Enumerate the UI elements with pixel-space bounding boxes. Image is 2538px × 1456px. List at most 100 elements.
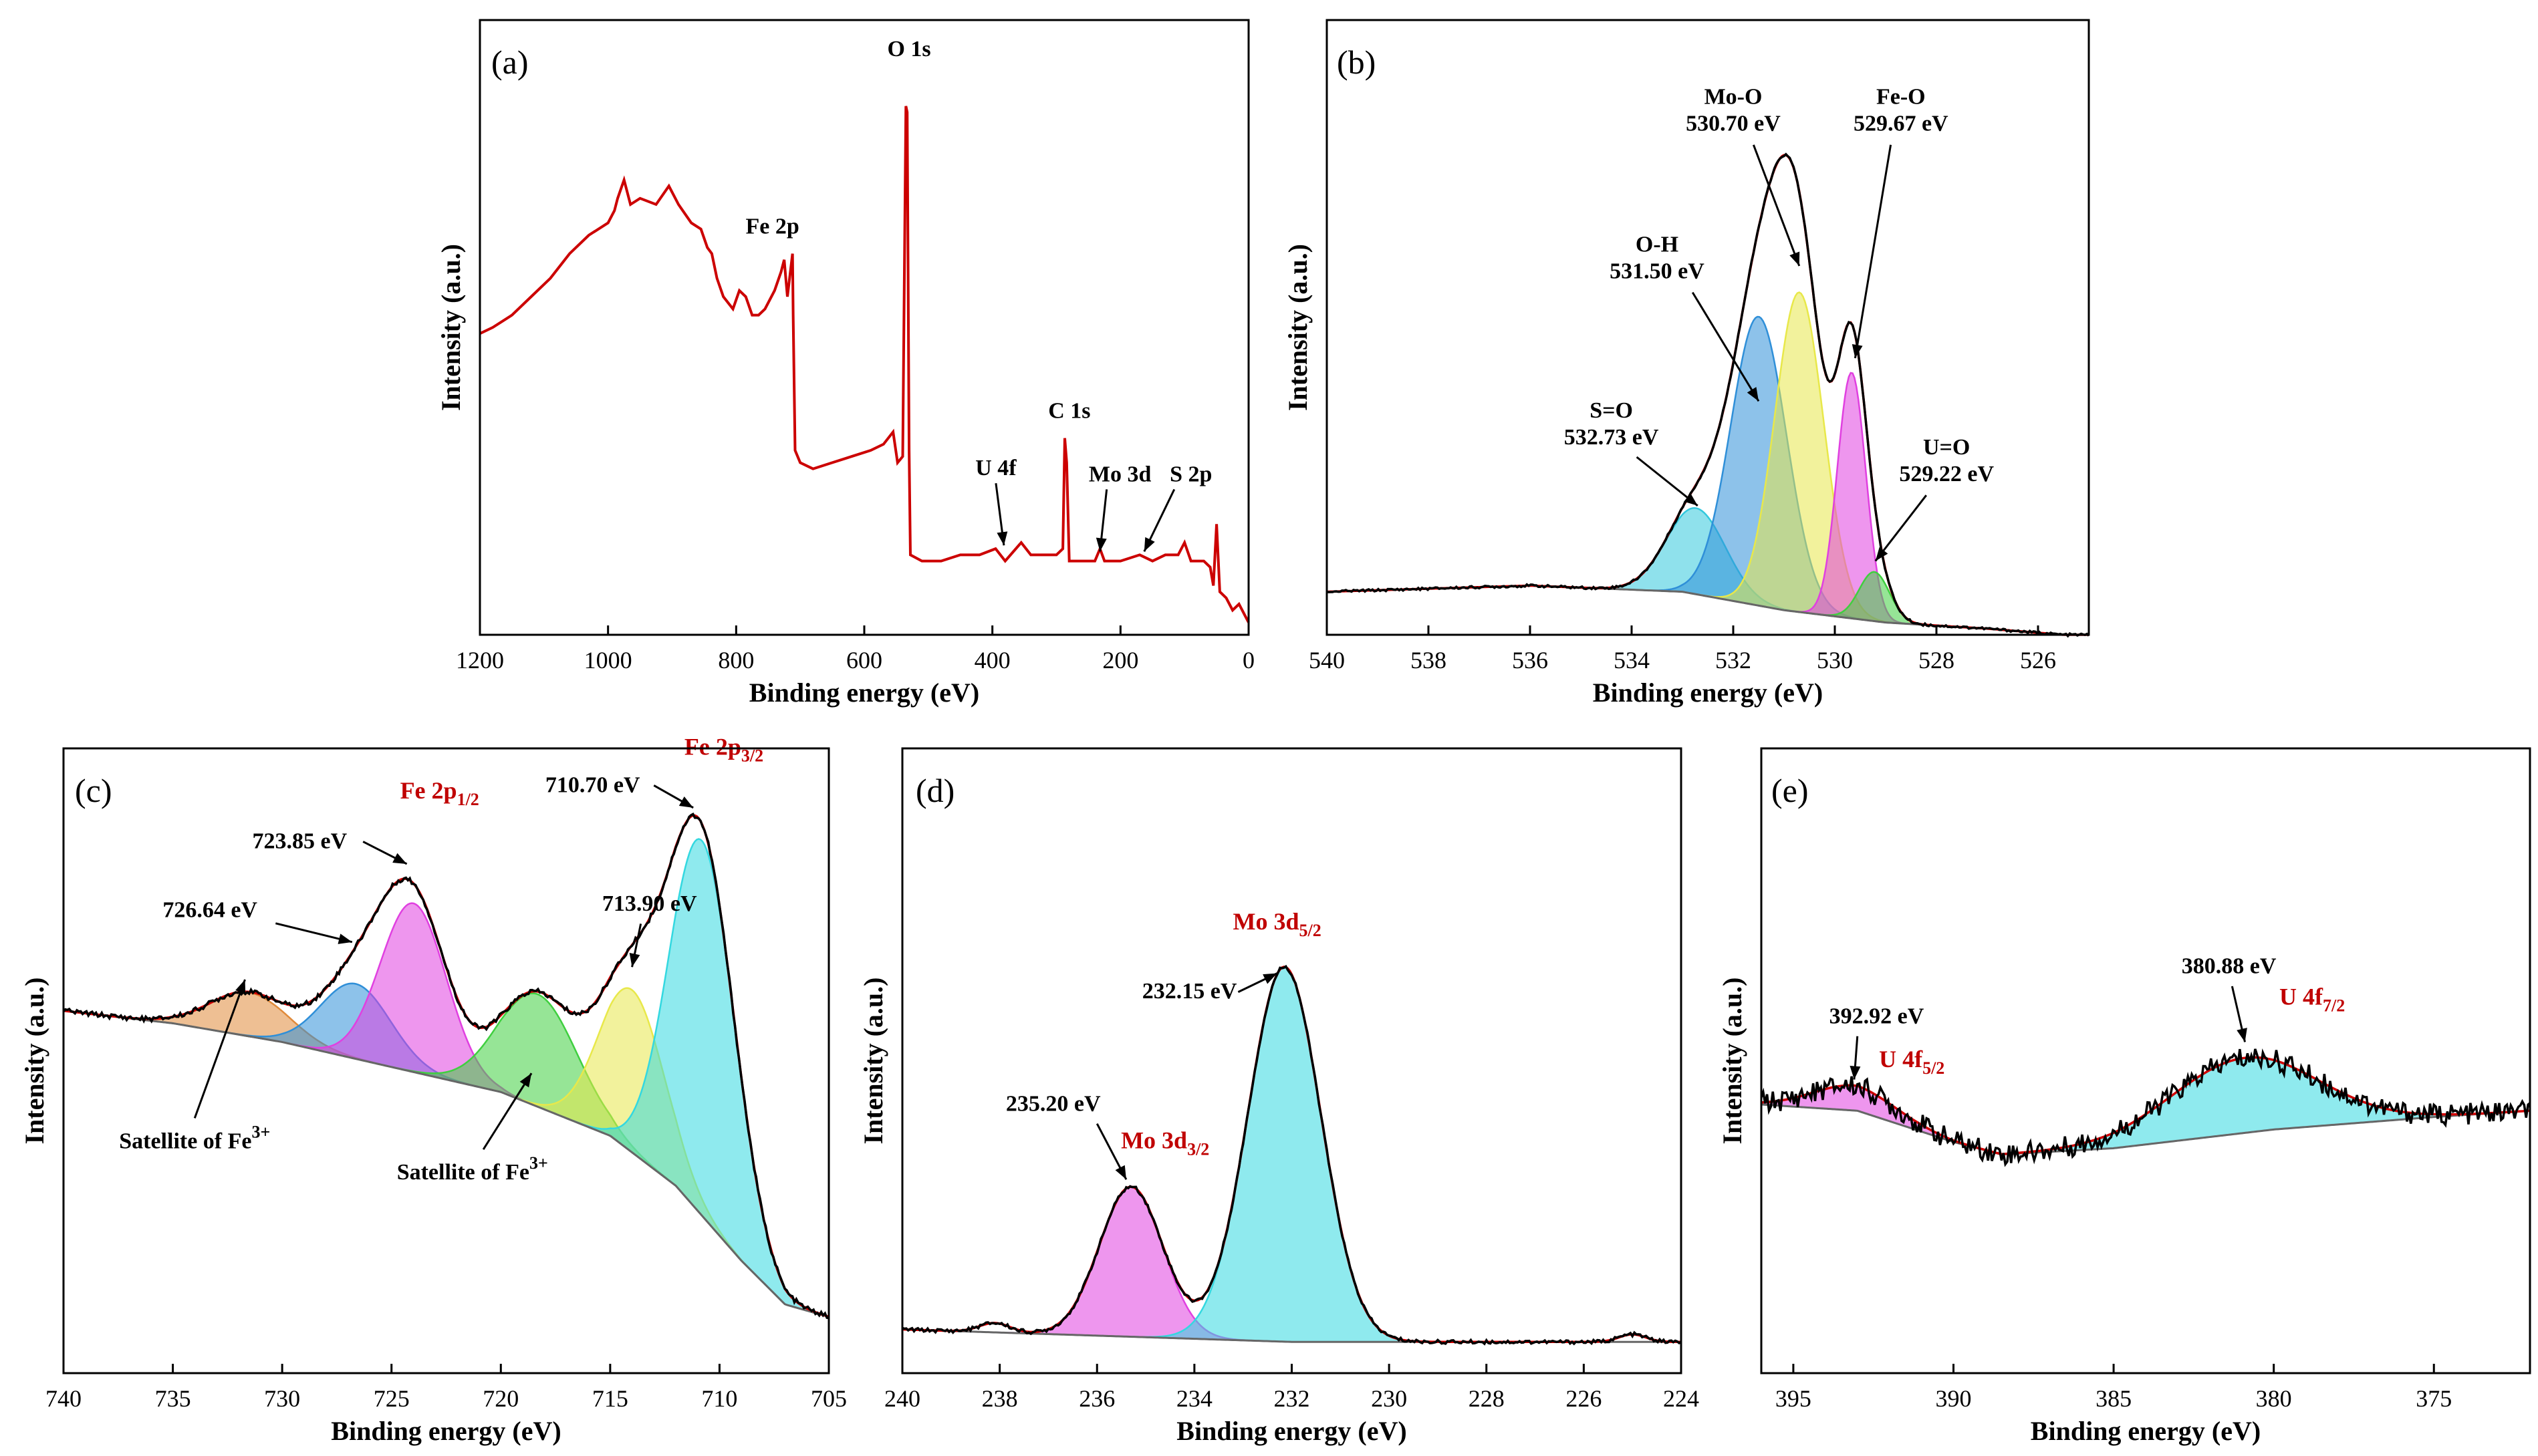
arrow-mo-3d bbox=[1096, 489, 1108, 552]
raw-spectrum-e bbox=[1760, 1048, 2531, 1167]
arrow-o-h bbox=[1691, 291, 1760, 402]
x-tick-label-d-5: 230 bbox=[1371, 1385, 1407, 1412]
panel-a: O 1s Fe 2p C 1s U 4f Mo 3d S 2p 1200 1000 800 600… bbox=[436, 19, 1255, 708]
plot-frame-c bbox=[62, 747, 830, 1374]
x-tick-label-b-6: 528 bbox=[1918, 647, 1954, 674]
arrow-mo-o bbox=[1752, 144, 1801, 267]
x-tick-label-d-7: 226 bbox=[1565, 1385, 1602, 1412]
value-232-15: 232.15 eV bbox=[1142, 979, 1237, 1004]
label-u-4f-7-2: U 4f7/2 bbox=[2279, 983, 2345, 1015]
y-axis-label-c: Intensity (a.u.) bbox=[19, 977, 49, 1144]
value-235-20: 235.20 eV bbox=[1006, 1091, 1101, 1116]
y-axis-label-a: Intensity (a.u.) bbox=[436, 244, 466, 411]
value-380-88: 380.88 eV bbox=[2182, 954, 2277, 979]
arrow-380-88 bbox=[2231, 986, 2247, 1042]
x-tick-label-d-3: 234 bbox=[1176, 1385, 1213, 1412]
arrow-fe-o bbox=[1852, 144, 1892, 359]
x-tick-label-c-0: 740 bbox=[45, 1385, 82, 1412]
background-line-c bbox=[63, 1010, 830, 1318]
x-axis-label-d: Binding energy (eV) bbox=[1176, 1416, 1406, 1446]
label-s-o: S=O bbox=[1590, 398, 1633, 423]
panel-label-a: (a) bbox=[491, 43, 529, 81]
x-axis-label-c: Binding energy (eV) bbox=[331, 1416, 561, 1446]
x-tick-label-b-1: 538 bbox=[1410, 647, 1446, 674]
label-o-1s: O 1s bbox=[887, 37, 930, 61]
y-axis-label-e: Intensity (a.u.) bbox=[1717, 977, 1747, 1144]
peak-component-d-1 bbox=[902, 966, 1681, 1343]
x-tick-label-c-2: 730 bbox=[264, 1385, 300, 1412]
panel-label-c: (c) bbox=[75, 772, 112, 809]
panel-c: 726.64 eV 723.85 eV Fe 2p1/2 713.90 eV 710.7… bbox=[19, 733, 847, 1446]
x-tick-label-b-0: 540 bbox=[1309, 647, 1345, 674]
x-tick-label-c-5: 715 bbox=[592, 1385, 628, 1412]
x-tick-label-a-2: 800 bbox=[718, 647, 754, 674]
label-c-1s: C 1s bbox=[1048, 399, 1090, 424]
value-392-92: 392.92 eV bbox=[1829, 1004, 1924, 1028]
label-satellite-1: Satellite of Fe3+ bbox=[119, 1122, 270, 1153]
x-tick-label-e-0: 395 bbox=[1775, 1385, 1811, 1412]
plot-frame-b bbox=[1325, 19, 2090, 636]
panel-d: 235.20 eV Mo 3d3/2 232.15 eV Mo 3d5/2 240 238… bbox=[858, 747, 1699, 1446]
value-710-70: 710.70 eV bbox=[545, 772, 640, 797]
x-tick-label-b-4: 532 bbox=[1715, 647, 1751, 674]
label-fe-2p: Fe 2p bbox=[746, 214, 799, 239]
arrow-723-85 bbox=[362, 841, 408, 865]
panel-label-b: (b) bbox=[1337, 43, 1376, 81]
x-tick-label-d-4: 232 bbox=[1274, 1385, 1310, 1412]
x-tick-label-a-4: 400 bbox=[975, 647, 1011, 674]
value-s-o: 532.73 eV bbox=[1564, 425, 1659, 450]
plot-frame-a bbox=[479, 19, 1250, 636]
x-tick-label-b-7: 526 bbox=[2020, 647, 2056, 674]
value-713-90: 713.90 eV bbox=[602, 891, 697, 916]
raw-spectrum-b bbox=[1326, 152, 2090, 638]
x-tick-label-d-2: 236 bbox=[1079, 1385, 1115, 1412]
label-mo-3d: Mo 3d bbox=[1089, 462, 1152, 486]
label-s-2p: S 2p bbox=[1170, 462, 1212, 486]
arrow-u-4f bbox=[995, 483, 1008, 546]
panel-label-d: (d) bbox=[916, 772, 955, 809]
x-axis-label-a: Binding energy (eV) bbox=[749, 678, 979, 708]
survey-spectrum bbox=[479, 106, 1250, 623]
x-tick-label-b-3: 534 bbox=[1614, 647, 1650, 674]
x-tick-label-a-0: 1200 bbox=[456, 647, 504, 674]
label-fe-2p-1-2: Fe 2p1/2 bbox=[400, 777, 479, 809]
label-o-h: O-H bbox=[1636, 232, 1678, 257]
value-723-85: 723.85 eV bbox=[252, 829, 347, 854]
arrow-235-20 bbox=[1096, 1123, 1128, 1180]
x-tick-label-d-8: 224 bbox=[1663, 1385, 1699, 1412]
background-line-e bbox=[1761, 1103, 2531, 1156]
label-u-4f-5-2: U 4f5/2 bbox=[1879, 1046, 1944, 1078]
arrow-u-o bbox=[1874, 494, 1927, 562]
x-tick-label-b-5: 530 bbox=[1817, 647, 1853, 674]
x-tick-label-c-3: 725 bbox=[374, 1385, 410, 1412]
label-mo-o: Mo-O bbox=[1704, 85, 1763, 110]
x-axis-label-b: Binding energy (eV) bbox=[1593, 678, 1823, 708]
label-u-o: U=O bbox=[1923, 435, 1970, 460]
x-tick-label-c-1: 735 bbox=[155, 1385, 191, 1412]
raw-spectrum-d bbox=[902, 964, 1682, 1346]
x-tick-label-d-6: 228 bbox=[1469, 1385, 1505, 1412]
x-axis-label-e: Binding energy (eV) bbox=[2031, 1416, 2261, 1446]
x-tick-label-a-3: 600 bbox=[846, 647, 882, 674]
label-mo-3d-3-2: Mo 3d3/2 bbox=[1121, 1127, 1209, 1159]
x-tick-label-c-6: 710 bbox=[701, 1385, 737, 1412]
arrow-232-15 bbox=[1237, 972, 1278, 994]
label-fe-o: Fe-O bbox=[1876, 85, 1926, 110]
panel-e: 392.92 eV U 4f5/2 380.88 eVU 4f7/2 395 390 38… bbox=[1717, 747, 2531, 1446]
y-axis-label-b: Intensity (a.u.) bbox=[1283, 244, 1313, 411]
x-tick-label-d-0: 240 bbox=[884, 1385, 920, 1412]
y-axis-label-d: Intensity (a.u.) bbox=[858, 977, 888, 1144]
x-tick-label-e-3: 380 bbox=[2256, 1385, 2292, 1412]
value-726-64: 726.64 eV bbox=[162, 897, 257, 922]
x-tick-label-d-1: 238 bbox=[982, 1385, 1018, 1412]
x-tick-label-c-7: 705 bbox=[811, 1385, 847, 1412]
value-o-h: 531.50 eV bbox=[1610, 259, 1704, 283]
x-tick-label-a-1: 1000 bbox=[584, 647, 632, 674]
panel-label-e: (e) bbox=[1771, 772, 1809, 809]
arrow-satellite-2 bbox=[482, 1072, 533, 1150]
arrow-satellite-1 bbox=[193, 979, 246, 1119]
arrow-713-90 bbox=[629, 923, 642, 968]
arrow-s-2p bbox=[1143, 488, 1176, 553]
value-u-o: 529.22 eV bbox=[1899, 462, 1994, 486]
